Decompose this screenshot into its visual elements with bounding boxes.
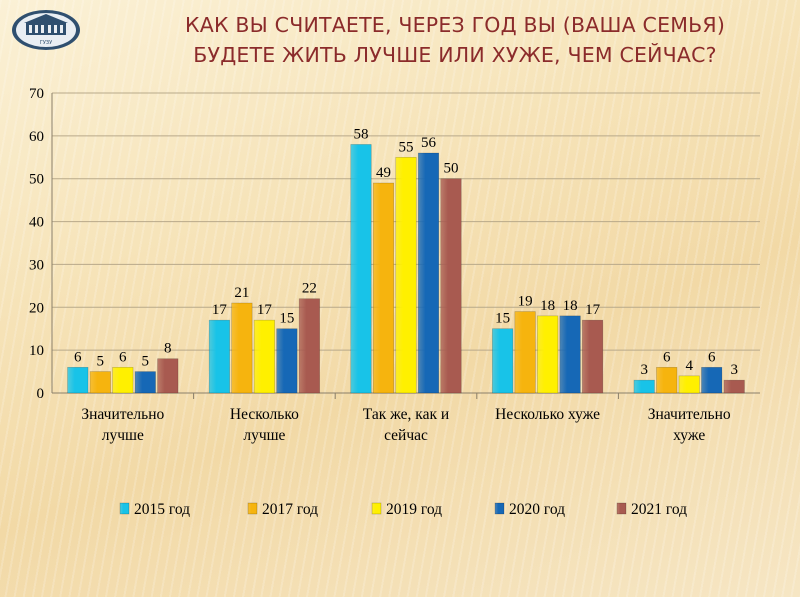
data-label: 17 <box>585 302 601 318</box>
y-tick-label: 70 <box>29 86 44 102</box>
bar <box>134 371 156 394</box>
data-label: 21 <box>234 285 249 301</box>
data-label: 19 <box>518 294 533 310</box>
data-label: 18 <box>540 298 555 314</box>
data-label: 5 <box>142 354 150 370</box>
legend-label: 2020 год <box>509 501 565 518</box>
y-tick-label: 20 <box>29 300 44 316</box>
legend-swatch <box>247 502 258 515</box>
bar <box>372 182 395 394</box>
bar <box>514 311 536 394</box>
data-label: 8 <box>164 341 172 357</box>
bar <box>276 328 298 394</box>
legend-swatch <box>616 502 627 515</box>
data-label: 3 <box>640 362 648 378</box>
bar <box>208 319 230 394</box>
data-label: 4 <box>685 358 693 374</box>
data-label: 56 <box>421 135 437 151</box>
bar <box>67 366 89 394</box>
bar <box>440 178 462 394</box>
legend: 2015 год 2017 год 2019 год 2020 год 2021 год <box>119 501 687 518</box>
data-label: 3 <box>730 362 738 378</box>
bar <box>582 319 604 394</box>
category-label: лучше <box>243 427 285 444</box>
bar <box>350 144 372 394</box>
bars <box>67 144 745 394</box>
category-label: Так же, как и <box>363 406 449 423</box>
data-label: 49 <box>376 165 391 181</box>
bar <box>395 156 417 394</box>
y-tick-label: 40 <box>29 215 44 231</box>
category-label: лучше <box>102 427 144 444</box>
bar <box>633 379 655 394</box>
y-tick-label: 0 <box>37 386 45 402</box>
bar <box>492 328 514 394</box>
x-axis: Значительно лучше Несколько лучше Так же, ка… <box>81 393 731 444</box>
legend-label: 2015 год <box>134 501 190 518</box>
title-line-1: КАК ВЫ СЧИТАЕТЕ, ЧЕРЕЗ ГОД ВЫ (ВАША СЕМЬ… <box>184 13 726 37</box>
data-label: 15 <box>495 311 510 327</box>
data-label: 17 <box>212 302 228 318</box>
data-label: 6 <box>119 349 127 365</box>
data-label: 6 <box>663 349 671 365</box>
legend-swatch <box>371 502 382 515</box>
y-tick-label: 50 <box>29 172 44 188</box>
page-title: КАК ВЫ СЧИТАЕТЕ, ЧЕРЕЗ ГОД ВЫ (ВАША СЕМЬ… <box>110 10 800 70</box>
data-label: 55 <box>399 139 414 155</box>
bar <box>112 366 134 394</box>
data-label: 6 <box>708 349 716 365</box>
bar <box>417 152 440 394</box>
university-logo: ГУЗУ <box>12 10 80 50</box>
data-label: 18 <box>563 298 578 314</box>
category-label: Несколько <box>230 406 299 423</box>
bar <box>298 298 320 394</box>
logo-text: ГУЗУ <box>40 40 52 46</box>
bar <box>678 375 700 394</box>
category-label: хуже <box>673 427 705 444</box>
data-label: 17 <box>257 302 273 318</box>
bar <box>723 379 745 394</box>
y-axis: 0 10 20 30 40 50 60 70 <box>29 86 760 402</box>
data-label: 5 <box>97 354 105 370</box>
category-label: Значительно <box>81 406 164 423</box>
bar <box>656 366 678 394</box>
data-label: 50 <box>444 161 459 177</box>
bar <box>559 315 581 394</box>
data-label: 22 <box>302 281 317 297</box>
legend-swatch <box>119 502 130 515</box>
data-label: 6 <box>74 349 82 365</box>
legend-label: 2019 год <box>386 501 442 518</box>
legend-label: 2021 год <box>631 501 687 518</box>
data-label: 58 <box>354 126 369 142</box>
category-label: Несколько хуже <box>495 406 600 423</box>
bar <box>157 358 179 394</box>
category-label: сейчас <box>384 427 428 444</box>
bar <box>231 302 253 394</box>
legend-label: 2017 год <box>262 501 318 518</box>
data-label: 15 <box>279 311 294 327</box>
legend-swatch <box>494 502 505 515</box>
bar <box>89 371 111 394</box>
title-line-2: БУДЕТЕ ЖИТЬ ЛУЧШЕ ИЛИ ХУЖЕ, ЧЕМ СЕЙЧАС? <box>193 43 717 67</box>
category-label: Значительно <box>648 406 731 423</box>
y-tick-label: 30 <box>29 257 44 273</box>
bar <box>253 319 275 394</box>
bar <box>701 366 723 394</box>
y-tick-label: 60 <box>29 129 44 145</box>
y-tick-label: 10 <box>29 343 44 359</box>
bar <box>537 315 559 394</box>
